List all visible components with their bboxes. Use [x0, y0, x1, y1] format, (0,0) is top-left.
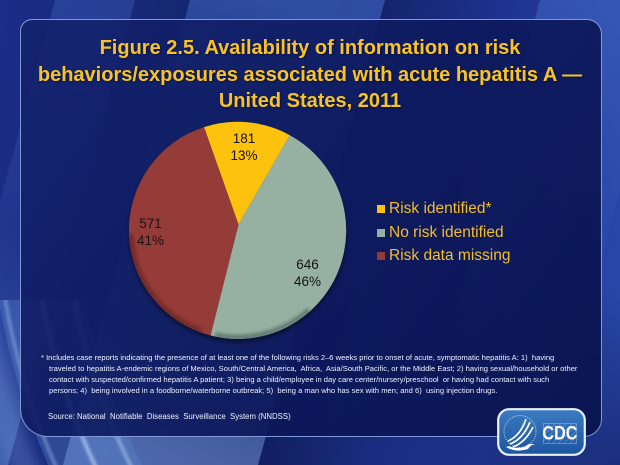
svg-text:CDC: CDC	[542, 422, 577, 444]
